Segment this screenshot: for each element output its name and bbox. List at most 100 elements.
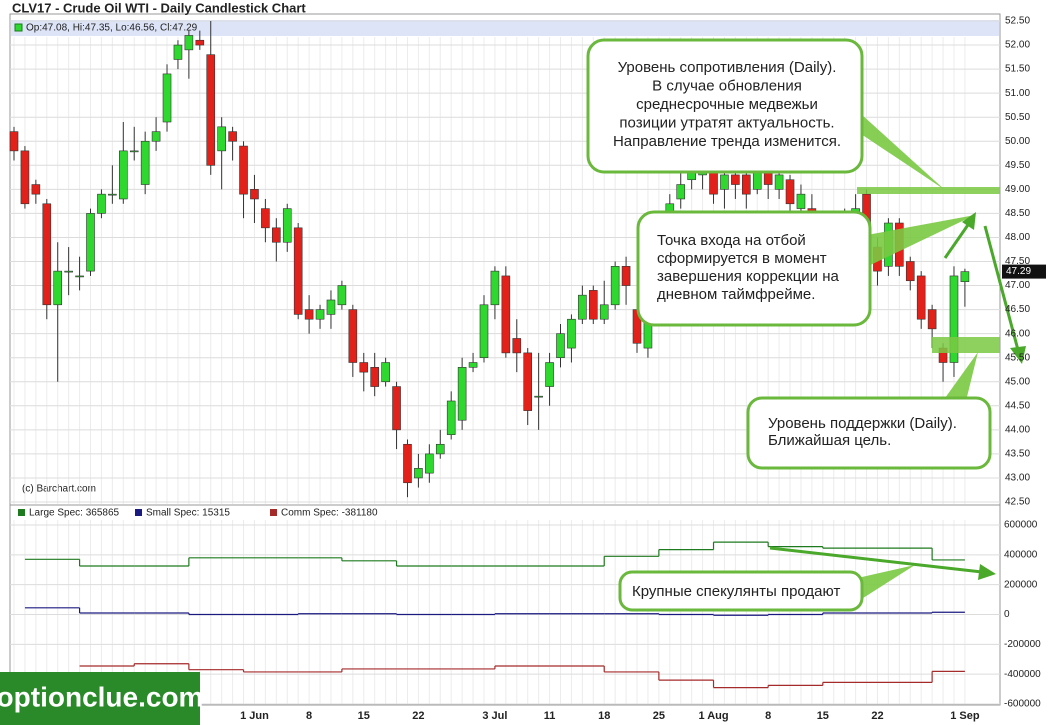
legend-swatch bbox=[18, 509, 25, 516]
y-tick-label: -600000 bbox=[1004, 699, 1041, 710]
candle-body bbox=[9, 131, 19, 152]
candle-body bbox=[425, 453, 434, 474]
pointer bbox=[840, 95, 945, 190]
callout-text: Уровень сопротивления (Daily). bbox=[618, 59, 837, 76]
candle-body bbox=[479, 304, 489, 359]
overlay: Уровень сопротивления (Daily).В случае о… bbox=[0, 38, 1026, 725]
callout-box bbox=[618, 570, 864, 612]
arrow bbox=[943, 221, 972, 259]
candle-body bbox=[709, 169, 718, 195]
candle-body bbox=[315, 309, 325, 320]
y-tick-label: 47.50 bbox=[1005, 256, 1030, 267]
x-tick-label: 1 Aug bbox=[698, 710, 728, 722]
y-tick-label: 47.00 bbox=[1005, 280, 1030, 291]
candle-body bbox=[195, 39, 205, 46]
chart-title: CLV17 - Crude Oil WTI - Daily Candlestic… bbox=[12, 0, 306, 15]
legend-swatch bbox=[14, 23, 23, 32]
watermark-box bbox=[0, 672, 200, 725]
candle-body bbox=[337, 285, 347, 306]
y-tick-label: 44.00 bbox=[1005, 424, 1030, 435]
candle-body bbox=[129, 150, 139, 153]
candle-body bbox=[206, 54, 216, 166]
y-tick-label: 0 bbox=[1004, 609, 1010, 620]
candle-body bbox=[556, 333, 565, 358]
candle-body bbox=[53, 270, 63, 306]
resistance-zone bbox=[857, 187, 1000, 194]
candle-body bbox=[75, 275, 84, 278]
candle-body bbox=[359, 362, 369, 373]
candle-body bbox=[927, 309, 937, 330]
x-tick-label: 1 Jun bbox=[240, 710, 269, 722]
candle-body bbox=[414, 468, 423, 479]
candle-body bbox=[523, 352, 533, 411]
candle-body bbox=[31, 184, 41, 195]
callout-box bbox=[746, 396, 992, 470]
candle-body bbox=[905, 261, 915, 282]
candle-body bbox=[610, 266, 620, 306]
candle-body bbox=[348, 309, 358, 363]
candle-body bbox=[20, 150, 30, 205]
candle-body bbox=[785, 179, 795, 205]
candle-body bbox=[97, 193, 106, 214]
y-tick-label: 200000 bbox=[1004, 579, 1038, 590]
y-tick-label: 49.50 bbox=[1005, 160, 1030, 171]
callout-text: среднесрочные медвежьи bbox=[636, 96, 818, 113]
y-tick-label: 43.00 bbox=[1005, 473, 1030, 484]
y-tick-label: 50.50 bbox=[1005, 112, 1030, 123]
candle-body bbox=[578, 294, 587, 320]
candle-body bbox=[217, 126, 226, 152]
candle-body bbox=[326, 299, 336, 315]
candle-body bbox=[599, 304, 609, 320]
y-tick-label: 48.00 bbox=[1005, 232, 1030, 243]
y-tick-label: 45.00 bbox=[1005, 376, 1030, 387]
x-tick-label: 22 bbox=[871, 710, 883, 722]
candle-body bbox=[774, 174, 784, 190]
pointer bbox=[940, 352, 978, 405]
arrow-head bbox=[978, 564, 996, 580]
candle-body bbox=[108, 193, 117, 196]
y-tick-label: 51.00 bbox=[1005, 88, 1030, 99]
y-tick-label: 46.50 bbox=[1005, 304, 1030, 315]
legend-label: Small Spec: 15315 bbox=[146, 508, 230, 519]
candle-body bbox=[239, 145, 248, 195]
candle-body bbox=[960, 271, 970, 283]
candle-body bbox=[250, 189, 259, 200]
candle-body bbox=[173, 44, 183, 60]
legend-swatch bbox=[135, 509, 142, 516]
callout-box bbox=[586, 38, 864, 174]
candle-body bbox=[403, 443, 412, 484]
arrow-head bbox=[1010, 346, 1026, 364]
y-tick-label: -200000 bbox=[1004, 639, 1041, 650]
y-tick-label: 43.50 bbox=[1005, 449, 1030, 460]
candle-body bbox=[468, 362, 478, 368]
ohlc-legend: Op:47.08, Hi:47.35, Lo:46.56, Cl:47.29 bbox=[26, 23, 198, 34]
x-tick-label: 1 Sep bbox=[950, 710, 980, 722]
callout-text: Точка входа на отбой bbox=[657, 232, 806, 249]
callout-text: Направление тренда изменится. bbox=[613, 133, 841, 150]
x-tick-label: 3 Jul bbox=[482, 710, 507, 722]
candle-body bbox=[304, 309, 314, 320]
candle-body bbox=[282, 208, 292, 243]
candle-body bbox=[42, 203, 52, 306]
y-tick-label: 44.50 bbox=[1005, 400, 1030, 411]
callout-text: дневном таймфрейме. bbox=[657, 286, 815, 303]
candle-body bbox=[228, 131, 237, 142]
x-tick-label: 15 bbox=[817, 710, 829, 722]
watermark: optionclue.com bbox=[0, 681, 203, 712]
y-tick-label: 49.00 bbox=[1005, 184, 1030, 195]
arrow-head bbox=[962, 212, 976, 230]
candle-body bbox=[435, 443, 445, 455]
candle-body bbox=[119, 150, 128, 200]
y-tick-label: 52.00 bbox=[1005, 40, 1030, 51]
y-tick-label: 46.00 bbox=[1005, 328, 1030, 339]
candle-body bbox=[742, 174, 751, 195]
x-tick-label: 25 bbox=[653, 710, 665, 722]
y-tick-label: -400000 bbox=[1004, 669, 1041, 680]
callout: Уровень сопротивления (Daily).В случае о… bbox=[586, 38, 992, 612]
candle-body bbox=[501, 275, 511, 354]
candle-body bbox=[293, 227, 303, 315]
candle-body bbox=[261, 208, 270, 229]
candle-body bbox=[545, 362, 554, 387]
last-price-label: 47.29 bbox=[1006, 266, 1031, 277]
